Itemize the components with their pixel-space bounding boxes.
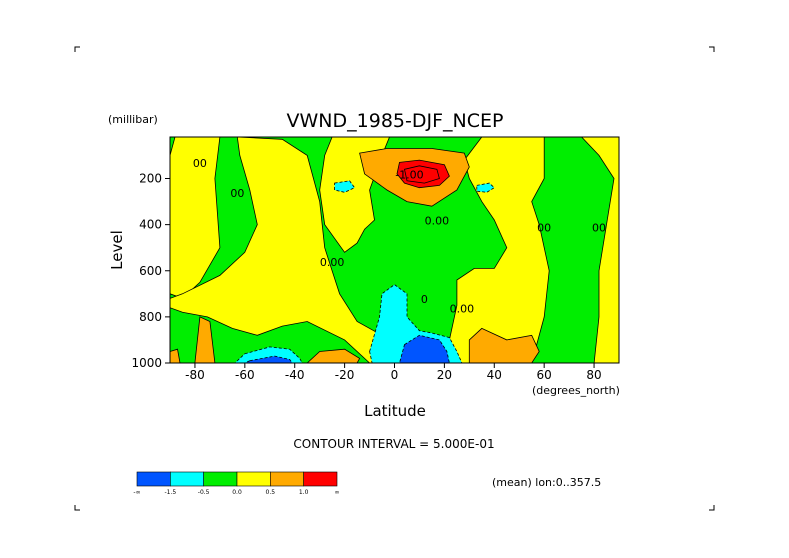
y-tick-label: 800 (139, 310, 162, 324)
contour-region-5 (581, 137, 619, 363)
x-tick-label: -80 (185, 368, 205, 382)
contour-region-10 (306, 348, 361, 363)
contour-label-2: 0.00 (450, 302, 475, 315)
x-tick-label: -60 (235, 368, 255, 382)
colorbar-label: 1.0 (299, 489, 309, 496)
contour-label-4: 00 (193, 157, 207, 170)
y-tick-label: 200 (139, 172, 162, 186)
y-axis: 200 400 600 800 1000 (131, 172, 170, 370)
subtitle: (mean) lon:0..357.5 (492, 476, 601, 489)
y-tick-label: 600 (139, 264, 162, 278)
colorbar-swatch (170, 471, 204, 487)
x-tick-label: 20 (437, 368, 452, 382)
y-tick-label: 400 (139, 218, 162, 232)
contour-region-14 (334, 180, 356, 193)
x-units: (degrees_north) (532, 384, 620, 397)
contour-region-4 (443, 137, 550, 363)
colorbar-swatch (136, 471, 171, 487)
contour-interval: CONTOUR INTERVAL = 5.000E-01 (293, 437, 494, 451)
field-regions (170, 137, 619, 363)
colorbar-swatch (236, 471, 271, 487)
colorbar-label: 0.0 (232, 489, 242, 496)
contour-region-8 (468, 327, 540, 363)
x-axis-label: Latitude (364, 402, 426, 420)
y-units: (millibar) (108, 113, 158, 126)
y-tick-label: 1000 (131, 356, 162, 370)
colorbar-label: -∞ (133, 489, 140, 496)
contour-region-16 (399, 334, 450, 363)
x-tick-label: 40 (487, 368, 502, 382)
y-axis-label: Level (108, 230, 126, 270)
contour-label-8: 00 (592, 222, 606, 235)
colorbar-label: 0.5 (266, 489, 276, 496)
contour-region-2 (170, 137, 395, 363)
x-tick-label: 60 (537, 368, 552, 382)
contour-region-15 (476, 182, 495, 193)
contour-label-6: 0.00 (320, 256, 345, 269)
colorbar-swatch (303, 471, 338, 487)
contour-label-1: 0.00 (425, 215, 450, 228)
contour-label-3: 0 (421, 293, 428, 306)
colorbar-label: ∞ (335, 489, 340, 496)
contour-region-9 (194, 316, 216, 363)
contour-label-0: -1.00 (395, 169, 423, 182)
colorbar-swatch (270, 471, 304, 487)
colorbar: -∞ -1.5 -0.5 0.0 0.5 1.0 ∞ (133, 471, 340, 496)
colorbar-label: -0.5 (198, 489, 210, 496)
contour-region-11 (170, 348, 181, 363)
chart-title: VWND_1985-DJF_NCEP (287, 110, 504, 132)
x-tick-label: -20 (335, 368, 355, 382)
colorbar-swatch (203, 471, 238, 487)
x-tick-label: 0 (391, 368, 399, 382)
contour-label-5: 00 (230, 187, 244, 200)
x-tick-label: -40 (285, 368, 305, 382)
x-tick-label: 80 (586, 368, 601, 382)
contour-label-7: 00 (537, 222, 551, 235)
colorbar-label: -1.5 (164, 489, 176, 496)
contour-region-18 (404, 165, 440, 184)
corner-marks (74, 46, 715, 511)
x-axis: -80 -60 -40 -20 0 20 40 60 80 (185, 363, 602, 382)
